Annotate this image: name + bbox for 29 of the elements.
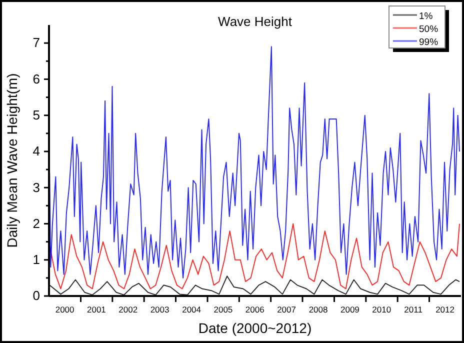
y-tick-label: 1	[32, 252, 40, 268]
y-tick-label: 5	[32, 107, 40, 122]
line-series	[49, 46, 460, 278]
x-tick-label: 2012	[436, 304, 455, 315]
line-series	[49, 223, 460, 290]
legend-label: 50%	[419, 24, 439, 35]
x-tick-label: 2010	[372, 304, 392, 315]
y-axis-title: Daily Mean Wave Height(m)	[4, 73, 20, 248]
y-tick-label: 6	[32, 71, 40, 86]
x-tick-label: 2005	[214, 304, 233, 315]
x-axis-title: Date (2000~2012)	[198, 320, 312, 336]
x-tick-label: 2007	[277, 304, 296, 315]
legend-label: 99%	[419, 37, 439, 48]
y-tick-label: 2	[32, 216, 40, 231]
x-tick-label: 2003	[150, 304, 170, 315]
x-tick-label: 2011	[404, 304, 423, 315]
y-tick-label: 4	[32, 144, 40, 159]
x-tick-label: 2004	[182, 304, 202, 315]
x-tick-label: 2000	[55, 304, 75, 315]
x-tick-label: 2006	[245, 304, 265, 315]
y-tick-label: 7	[32, 35, 40, 50]
x-tick-label: 2001	[86, 304, 106, 315]
y-tick-label: 3	[32, 180, 40, 195]
legend-label: 1%	[419, 11, 434, 22]
x-tick-label: 2002	[118, 304, 138, 315]
x-tick-label: 2008	[308, 304, 328, 315]
y-tick-label: 0	[32, 288, 40, 304]
chart-title: Wave Height	[218, 14, 292, 29]
x-tick-label: 2009	[340, 304, 360, 315]
